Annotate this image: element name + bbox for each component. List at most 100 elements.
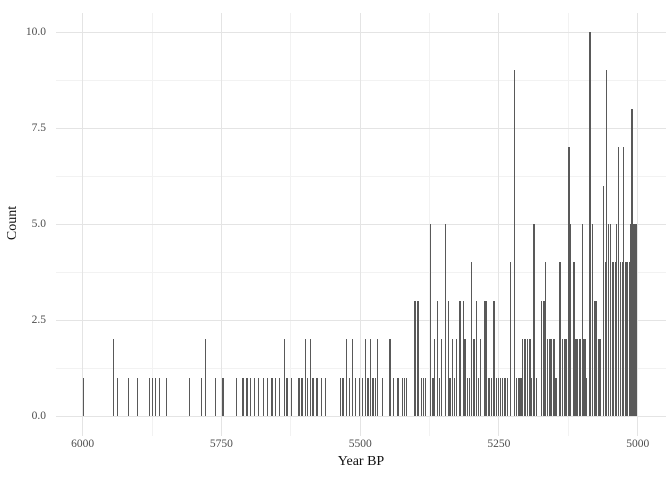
- bar: [436, 300, 438, 416]
- bar: [476, 300, 478, 416]
- bar: [526, 339, 528, 416]
- bar: [355, 377, 357, 416]
- bar: [627, 262, 629, 416]
- bar: [154, 377, 157, 416]
- bar: [242, 377, 244, 416]
- bar: [433, 339, 436, 416]
- bar: [579, 339, 581, 416]
- bar: [250, 377, 252, 416]
- bar: [561, 339, 563, 416]
- bar: [611, 262, 613, 416]
- bar: [594, 300, 596, 416]
- bar: [358, 377, 361, 416]
- bar: [116, 377, 119, 416]
- bar: [266, 377, 269, 416]
- bar: [583, 339, 585, 416]
- bar: [204, 339, 206, 416]
- bar: [301, 377, 303, 416]
- x-tick-label: 5000: [626, 438, 650, 450]
- bar: [581, 224, 583, 416]
- bar: [547, 339, 549, 416]
- bar: [486, 300, 488, 416]
- bar: [392, 377, 395, 416]
- y-gridline-minor: [56, 272, 666, 273]
- bar: [543, 300, 545, 416]
- bar: [128, 377, 130, 416]
- bar: [522, 339, 524, 416]
- bar: [520, 377, 522, 416]
- bar: [262, 377, 265, 416]
- bar: [271, 377, 273, 416]
- bar: [451, 339, 453, 416]
- bar: [304, 339, 306, 416]
- x-gridline-major: [359, 13, 361, 436]
- bar: [584, 339, 587, 416]
- bar: [468, 377, 471, 416]
- x-gridline-major: [498, 13, 500, 436]
- bar: [597, 339, 599, 416]
- bar: [565, 339, 567, 416]
- bar: [502, 377, 504, 416]
- x-tick-label: 5500: [348, 438, 372, 450]
- bar: [320, 377, 322, 416]
- y-tick-label: 2.5: [31, 314, 46, 326]
- bar: [425, 377, 427, 416]
- y-gridline-minor: [56, 368, 666, 369]
- x-axis-title-text: Year BP: [337, 454, 385, 469]
- bar: [632, 224, 634, 416]
- bar: [165, 377, 168, 416]
- bar: [381, 377, 384, 416]
- bar: [551, 339, 553, 416]
- bar: [604, 262, 607, 416]
- bar: [493, 300, 495, 416]
- bar: [405, 377, 407, 416]
- bar: [403, 377, 406, 416]
- bar: [214, 377, 216, 416]
- x-axis-title: Year BP: [0, 454, 672, 470]
- bar: [459, 300, 461, 416]
- y-gridline-minor: [56, 176, 666, 177]
- bar: [151, 377, 154, 416]
- bar: [414, 300, 416, 416]
- bar: [275, 377, 277, 416]
- bar: [615, 224, 618, 416]
- bar: [453, 377, 456, 416]
- bar: [595, 300, 598, 416]
- bar: [499, 377, 502, 416]
- bar: [309, 339, 311, 416]
- x-gridline-major: [637, 13, 639, 436]
- bar: [466, 377, 468, 416]
- bar: [529, 339, 531, 416]
- bar: [513, 70, 516, 416]
- bar: [455, 339, 457, 416]
- y-gridline-major: [56, 224, 666, 225]
- bar: [589, 32, 591, 416]
- bar: [518, 377, 520, 416]
- bar: [449, 377, 451, 416]
- bar: [477, 377, 480, 416]
- y-tick-label: 10.0: [25, 26, 46, 38]
- y-gridline-major: [56, 32, 666, 33]
- bar: [397, 377, 399, 416]
- bar: [504, 377, 506, 416]
- bar: [324, 377, 326, 416]
- y-axis-title: Count: [5, 205, 20, 241]
- y-gridline-major: [56, 320, 666, 321]
- x-tick-label: 5250: [487, 438, 511, 450]
- bar: [633, 224, 636, 416]
- bar: [279, 377, 281, 416]
- bar: [235, 377, 238, 416]
- bar: [563, 339, 566, 416]
- bar: [298, 377, 300, 416]
- bar: [351, 339, 354, 416]
- bar: [569, 224, 572, 416]
- bar: [555, 377, 557, 416]
- bar: [136, 377, 139, 416]
- bar: [365, 339, 367, 416]
- bar: [369, 339, 371, 416]
- bar: [430, 224, 432, 416]
- bar: [222, 377, 224, 416]
- bar: [603, 185, 605, 416]
- y-gridline-major: [56, 128, 666, 129]
- bar: [536, 377, 538, 416]
